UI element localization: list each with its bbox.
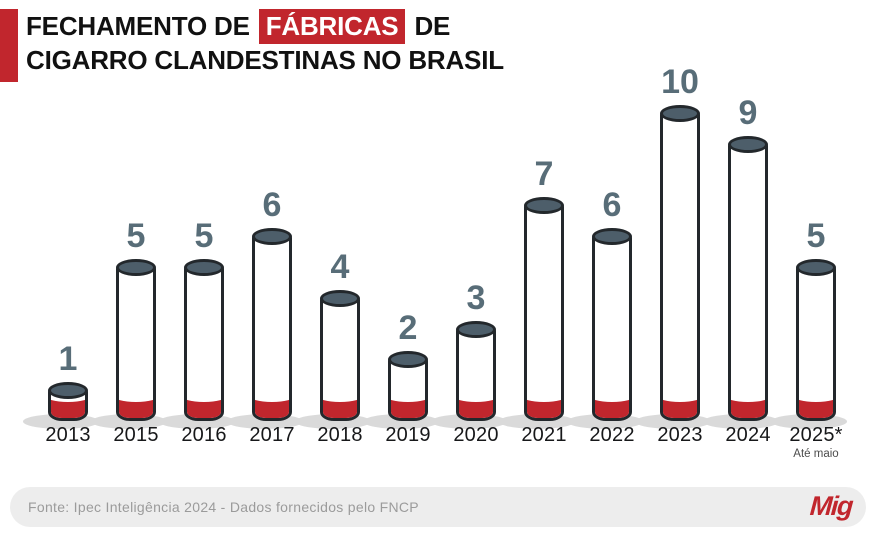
- page-title: FECHAMENTO DE FÁBRICAS DE CIGARRO CLANDEST…: [26, 9, 504, 77]
- year-label: 2023: [657, 424, 703, 446]
- cigarette-body: [116, 267, 156, 421]
- cigarette-bar: [48, 382, 88, 421]
- bar-value-label: 9: [738, 94, 758, 132]
- cigarette-body: [184, 267, 224, 421]
- title-accent-bar: [0, 9, 18, 82]
- cigarette-bar: [456, 321, 496, 421]
- cigarette-body: [592, 236, 632, 421]
- cigarette-tip: [796, 259, 836, 276]
- bar-column: 10 2023: [635, 0, 714, 548]
- cigarette-body: [728, 144, 768, 421]
- bar-column: 4 2018: [295, 0, 374, 548]
- cigarette-body: [524, 205, 564, 421]
- cigarette-filter: [527, 389, 561, 418]
- bar-column: 9 2024: [703, 0, 782, 548]
- cigarette-bar: [252, 228, 292, 421]
- year-label: 2013: [45, 424, 91, 446]
- bar-column: 3 2020: [431, 0, 510, 548]
- bar-column: 5 2025* Até maio: [771, 0, 850, 548]
- year-label: 2015: [113, 424, 159, 446]
- title-highlight: FÁBRICAS: [258, 9, 406, 44]
- title-line-1: FECHAMENTO DE FÁBRICAS DE: [26, 9, 504, 44]
- cigarette-tip: [728, 136, 768, 153]
- cigarette-tip: [524, 197, 564, 214]
- cigarette-tip: [388, 351, 428, 368]
- bar-column: 2 2019: [363, 0, 442, 548]
- cigarette-filter: [799, 389, 833, 418]
- title-line-2: CIGARRO CLANDESTINAS NO BRASIL: [26, 45, 504, 75]
- year-label: 2021: [521, 424, 567, 446]
- footer-bar: Fonte: Ipec Inteligência 2024 - Dados fo…: [10, 487, 866, 527]
- cigarette-body: [252, 236, 292, 421]
- cigarette-filter: [51, 393, 85, 418]
- cigarette-bar: [388, 351, 428, 421]
- bar-value-label: 2: [398, 309, 418, 347]
- cigarette-filter: [731, 389, 765, 418]
- year-label: 2024: [725, 424, 771, 446]
- year-label: 2016: [181, 424, 227, 446]
- bar-value-label: 1: [58, 340, 78, 378]
- cigarette-tip: [660, 105, 700, 122]
- bar-value-label: 6: [262, 186, 282, 224]
- bar-value-label: 5: [194, 217, 214, 255]
- bar-value-label: 4: [330, 248, 350, 286]
- cigarette-filter: [459, 389, 493, 418]
- year-label: 2022: [589, 424, 635, 446]
- cigarette-bar: [524, 197, 564, 421]
- cigarette-bar: [116, 259, 156, 421]
- cigarette-tip: [116, 259, 156, 276]
- bar-value-label: 6: [602, 186, 622, 224]
- bar-column: 5 2016: [159, 0, 238, 548]
- cigarette-tip: [456, 321, 496, 338]
- cigarette-body: [456, 329, 496, 421]
- source-text: Fonte: Ipec Inteligência 2024 - Dados fo…: [28, 499, 419, 515]
- bar-column: 6 2022: [567, 0, 646, 548]
- cigarette-filter: [119, 389, 153, 418]
- bar-column: 1 2013: [23, 0, 102, 548]
- bar-value-label: 5: [806, 217, 826, 255]
- cigarette-tip: [320, 290, 360, 307]
- cigarette-tip: [252, 228, 292, 245]
- year-footnote: Até maio: [793, 448, 839, 460]
- cigarette-filter: [255, 389, 289, 418]
- cigarette-tip: [592, 228, 632, 245]
- cigarette-filter: [663, 389, 697, 418]
- cigarette-bar: [184, 259, 224, 421]
- year-label: 2017: [249, 424, 295, 446]
- cigarette-bar: [728, 136, 768, 421]
- year-label: 2019: [385, 424, 431, 446]
- cigarette-filter: [595, 389, 629, 418]
- cigarette-tip: [48, 382, 88, 399]
- bar-column: 6 2017: [227, 0, 306, 548]
- cigarette-tip: [184, 259, 224, 276]
- cigarette-body: [660, 113, 700, 421]
- cigarette-bar: [660, 105, 700, 421]
- year-label: 2025*: [789, 424, 843, 446]
- cigarette-body: [320, 298, 360, 421]
- bar-value-label: 3: [466, 279, 486, 317]
- cigarette-body: [796, 267, 836, 421]
- cigarette-body: [388, 359, 428, 421]
- year-label: 2020: [453, 424, 499, 446]
- cigarette-bar: [796, 259, 836, 421]
- bar-column: 7 2021: [499, 0, 578, 548]
- bar-column: 5 2015: [91, 0, 170, 548]
- title-text-2: DE: [414, 11, 451, 41]
- bar-value-label: 5: [126, 217, 146, 255]
- cigarette-bar: [592, 228, 632, 421]
- bar-value-label: 10: [661, 63, 699, 101]
- bar-value-label: 7: [534, 155, 554, 193]
- cigarette-bar: [320, 290, 360, 421]
- year-label: 2018: [317, 424, 363, 446]
- cigarette-filter: [391, 389, 425, 418]
- cigarette-filter: [323, 389, 357, 418]
- cigarette-filter: [187, 389, 221, 418]
- title-text-1: FECHAMENTO DE: [26, 11, 250, 41]
- mig-logo: Mig: [808, 491, 854, 521]
